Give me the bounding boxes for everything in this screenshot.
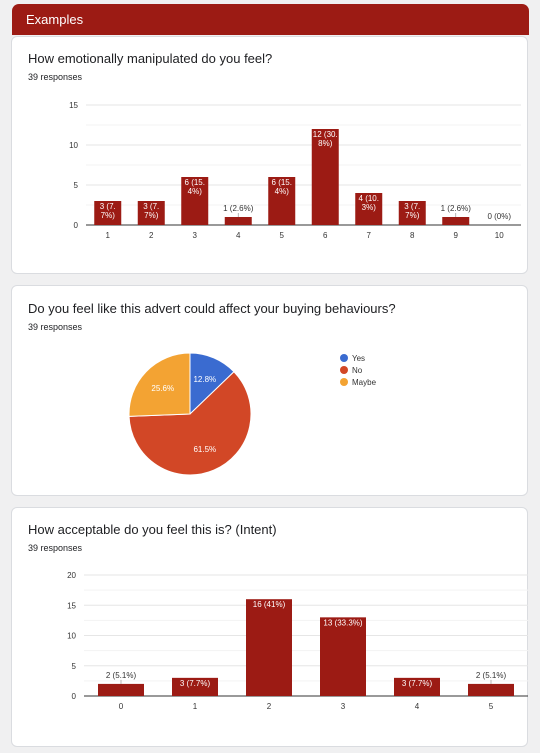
x-tick-label: 9: [454, 231, 459, 240]
bar: [320, 617, 366, 696]
response-count: 39 responses: [28, 322, 83, 332]
legend-label: Yes: [352, 354, 365, 363]
bar: [468, 683, 514, 696]
data-label: 3 (7.7%): [143, 202, 159, 220]
bar: [137, 201, 165, 225]
data-label: 3 (7.7%): [402, 679, 433, 688]
x-tick-label: 7: [367, 231, 372, 240]
response-count: 39 responses: [28, 72, 83, 82]
x-tick-label: 8: [410, 231, 415, 240]
bar: [311, 129, 339, 225]
x-tick-label: 1: [106, 231, 111, 240]
section-title: Examples: [26, 12, 84, 27]
question-title: How acceptable do you feel this is? (Int…: [28, 522, 277, 537]
x-tick-label: 5: [280, 231, 285, 240]
y-tick-label: 10: [69, 141, 78, 150]
bar: [268, 177, 296, 225]
question-card-2: Do you feel like this advert could affec…: [11, 285, 528, 496]
data-label: 1 (2.6%): [441, 204, 472, 213]
y-tick-label: 5: [74, 181, 79, 190]
x-tick-label: 2: [267, 702, 272, 711]
x-tick-label: 4: [236, 231, 241, 240]
data-label: 13 (33.3%): [323, 618, 362, 627]
bar: [355, 193, 383, 225]
data-label: 2 (5.1%): [476, 671, 507, 680]
x-tick-label: 3: [341, 702, 346, 711]
data-label: 4 (10. 3%): [359, 194, 379, 212]
data-label: 6 (15. 4%): [185, 178, 205, 196]
y-tick-label: 5: [72, 662, 77, 671]
question-title: Do you feel like this advert could affec…: [28, 301, 396, 316]
bar: [246, 599, 292, 696]
x-tick-label: 2: [149, 231, 154, 240]
y-tick-label: 15: [67, 601, 76, 610]
data-label: 2 (5.1%): [106, 671, 137, 680]
y-tick-label: 10: [67, 632, 76, 641]
section-header: Examples: [12, 4, 529, 35]
question-card-3: How acceptable do you feel this is? (Int…: [11, 507, 528, 747]
legend-swatch: [340, 366, 348, 374]
bar-chart: 0 5 10 15 1 3 (7. 7%) 2 3 (7. 7%) 3 6 (15. 4%) 4 1 (2.…: [69, 101, 521, 240]
x-tick-label: 4: [415, 702, 420, 711]
data-label: 12 (30. 8%): [313, 130, 338, 148]
bar: [442, 217, 470, 225]
y-tick-label: 20: [67, 571, 76, 580]
bar-chart: 0 5 10 15 20 0 2 (5.1%) 1 3 (7.7%) 2 16 (41%) 3 13 (…: [67, 571, 528, 711]
legend-swatch: [340, 354, 348, 362]
x-tick-label: 6: [323, 231, 328, 240]
y-tick-label: 0: [72, 692, 77, 701]
data-label: 0 (0%): [487, 212, 511, 221]
bar: [398, 201, 426, 225]
y-tick-label: 0: [74, 221, 79, 230]
x-tick-label: 3: [193, 231, 198, 240]
bar: [172, 677, 218, 696]
data-label: 1 (2.6%): [223, 204, 254, 213]
data-label: 3 (7.7%): [180, 679, 211, 688]
response-count: 39 responses: [28, 543, 83, 553]
question-title: How emotionally manipulated do you feel?: [28, 51, 273, 66]
bar: [224, 217, 252, 225]
data-label: 16 (41%): [253, 600, 286, 609]
bar: [181, 177, 209, 225]
y-tick-label: 15: [69, 101, 78, 110]
x-tick-label: 1: [193, 702, 198, 711]
bar: [98, 683, 144, 696]
data-label: 6 (15. 4%): [272, 178, 292, 196]
data-label: 3 (7.7%): [100, 202, 116, 220]
bar: [94, 201, 122, 225]
x-tick-label: 10: [495, 231, 504, 240]
legend-swatch: [340, 378, 348, 386]
slice-label: 12.8%: [193, 375, 216, 384]
x-tick-label: 0: [119, 702, 124, 711]
x-tick-label: 5: [489, 702, 494, 711]
bar: [394, 677, 440, 696]
legend-label: Maybe: [352, 378, 377, 387]
pie-slice: [128, 371, 252, 476]
question-card-1: How emotionally manipulated do you feel?…: [11, 36, 528, 274]
pie-chart: 12.8% Yes 61.5% No 25.6% Maybe: [128, 352, 377, 476]
data-label: 3 (7.7%): [404, 202, 420, 220]
pie-slice: [128, 352, 191, 417]
slice-label: 25.6%: [151, 384, 174, 393]
slice-label: 61.5%: [193, 445, 216, 454]
legend-label: No: [352, 366, 363, 375]
